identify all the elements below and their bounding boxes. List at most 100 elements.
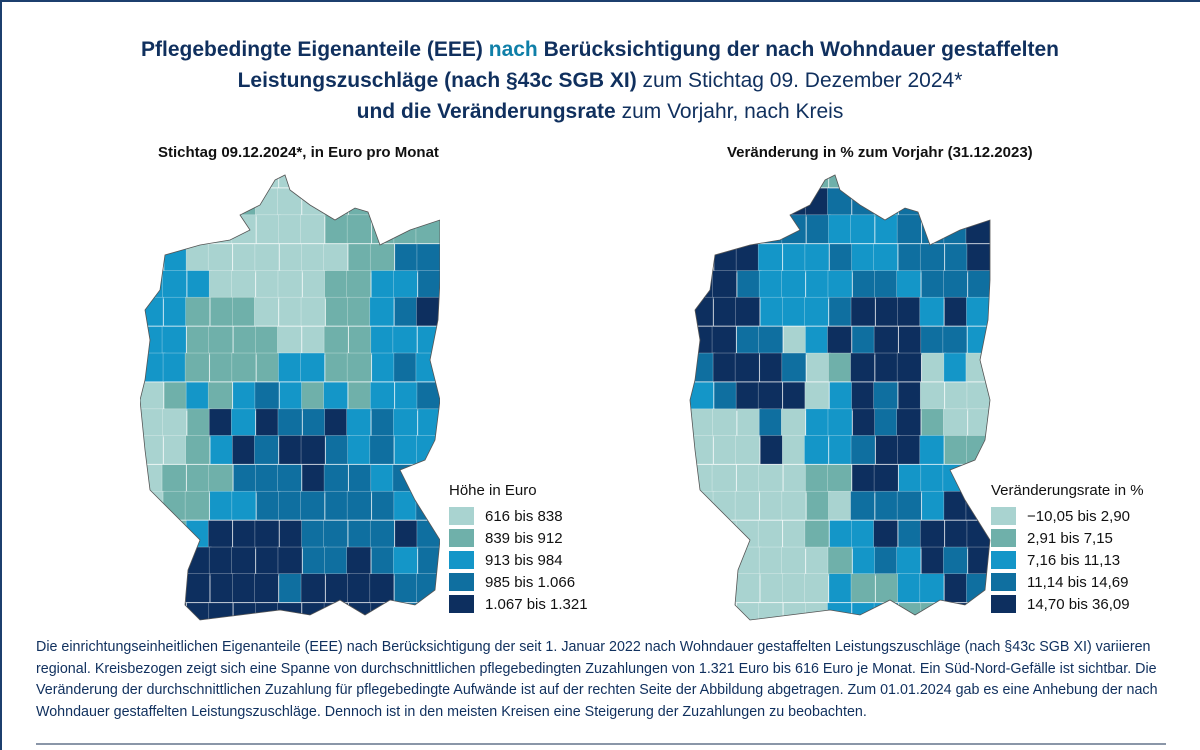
kreis-region [161, 326, 187, 356]
kreis-region [209, 435, 235, 465]
kreis-region [347, 435, 373, 465]
title-accent-word: nach [488, 38, 538, 61]
kreis-region [805, 602, 830, 620]
kreis-region [783, 464, 808, 494]
kreis-region [919, 520, 945, 550]
kreis-region [966, 243, 990, 273]
kreis-region [851, 326, 877, 356]
kreis-region [851, 243, 876, 273]
kreis-region [713, 175, 738, 188]
kreis-region [394, 243, 420, 273]
kreis-region [850, 573, 876, 603]
kreis-region [944, 381, 970, 412]
legend-swatch [991, 507, 1016, 525]
kreis-region [184, 214, 210, 244]
legend-swatch [449, 595, 474, 613]
kreis-region [278, 352, 303, 382]
kreis-region [711, 187, 737, 218]
kreis-region [162, 546, 187, 577]
kreis-region [300, 175, 326, 188]
kreis-region [805, 408, 831, 438]
kreis-region [254, 243, 280, 273]
kreis-region [966, 435, 990, 465]
kreis-region [944, 520, 970, 550]
kreis-region [209, 214, 235, 244]
kreis-region [735, 175, 761, 188]
kreis-region [393, 490, 419, 521]
kreis-region [232, 175, 257, 188]
title-line-3: und die Veränderungsrate zum Vorjahr, na… [0, 96, 1200, 127]
title-text: zum Vorjahr, nach Kreis [615, 100, 844, 123]
kreis-region [896, 270, 922, 300]
legend-item: −10,05 bis 2,90 [991, 505, 1144, 527]
kreis-region [850, 296, 876, 327]
kreis-region [782, 175, 807, 188]
kreis-region [348, 326, 374, 356]
kreis-region [324, 546, 349, 577]
kreis-region [736, 602, 762, 620]
kreis-region [944, 296, 969, 327]
kreis-region [394, 296, 419, 327]
kreis-region [233, 464, 258, 494]
kreis-region [690, 490, 716, 521]
kreis-region [712, 270, 737, 300]
kreis-region [690, 520, 714, 550]
kreis-region [712, 408, 737, 438]
kreis-region [369, 573, 395, 603]
kreis-region [348, 464, 374, 494]
kreis-region [186, 326, 212, 356]
kreis-region [897, 573, 923, 603]
kreis-region [140, 352, 166, 382]
kreis-region [162, 408, 187, 438]
kreis-region [966, 520, 990, 550]
kreis-region [140, 546, 165, 577]
kreis-region [713, 243, 739, 273]
kreis-region [829, 520, 854, 550]
kreis-region [300, 490, 325, 521]
kreis-region [920, 270, 946, 300]
kreis-region [757, 520, 783, 550]
kreis-region [346, 490, 372, 521]
kreis-region [898, 326, 924, 356]
kreis-region [278, 435, 304, 465]
kreis-region [758, 326, 784, 356]
kreis-region [256, 490, 281, 521]
kreis-region [323, 243, 348, 273]
kreis-region [369, 520, 395, 550]
kreis-region [782, 296, 807, 327]
kreis-region [140, 175, 164, 188]
kreis-region [920, 546, 946, 577]
kreis-region [874, 214, 900, 244]
kreis-region [920, 326, 946, 356]
kreis-region [231, 270, 256, 300]
title-line-2: Leistungszuschläge (nach §43c SGB XI) zu… [0, 65, 1200, 96]
kreis-region [690, 187, 715, 218]
kreis-region [734, 352, 760, 382]
kreis-region [828, 296, 854, 327]
kreis-region [919, 175, 945, 188]
kreis-region [829, 381, 854, 412]
kreis-region [161, 187, 187, 218]
title-text: und die Veränderungsrate [356, 100, 616, 123]
kreis-region [185, 296, 211, 327]
legend-right: Veränderungsrate in % −10,05 bis 2,90 2,9… [991, 482, 1144, 615]
kreis-region [944, 573, 969, 603]
kreis-region [919, 435, 945, 465]
kreis-region [392, 187, 418, 218]
kreis-region [301, 602, 327, 620]
kreis-region [186, 408, 212, 438]
legend-label: 913 bis 984 [485, 551, 563, 569]
left-map-subtitle: Stichtag 09.12.2024*, in Euro pro Monat [158, 144, 439, 161]
kreis-region [347, 175, 373, 188]
kreis-region [757, 381, 783, 412]
kreis-region [897, 243, 923, 273]
kreis-region [757, 243, 783, 273]
kreis-region [346, 270, 372, 300]
kreis-region [897, 296, 923, 327]
kreis-region [966, 175, 990, 188]
kreis-region [277, 464, 302, 494]
kreis-region [163, 573, 188, 603]
legend-swatch [991, 551, 1016, 569]
kreis-region [255, 408, 281, 438]
kreis-region [394, 573, 419, 603]
